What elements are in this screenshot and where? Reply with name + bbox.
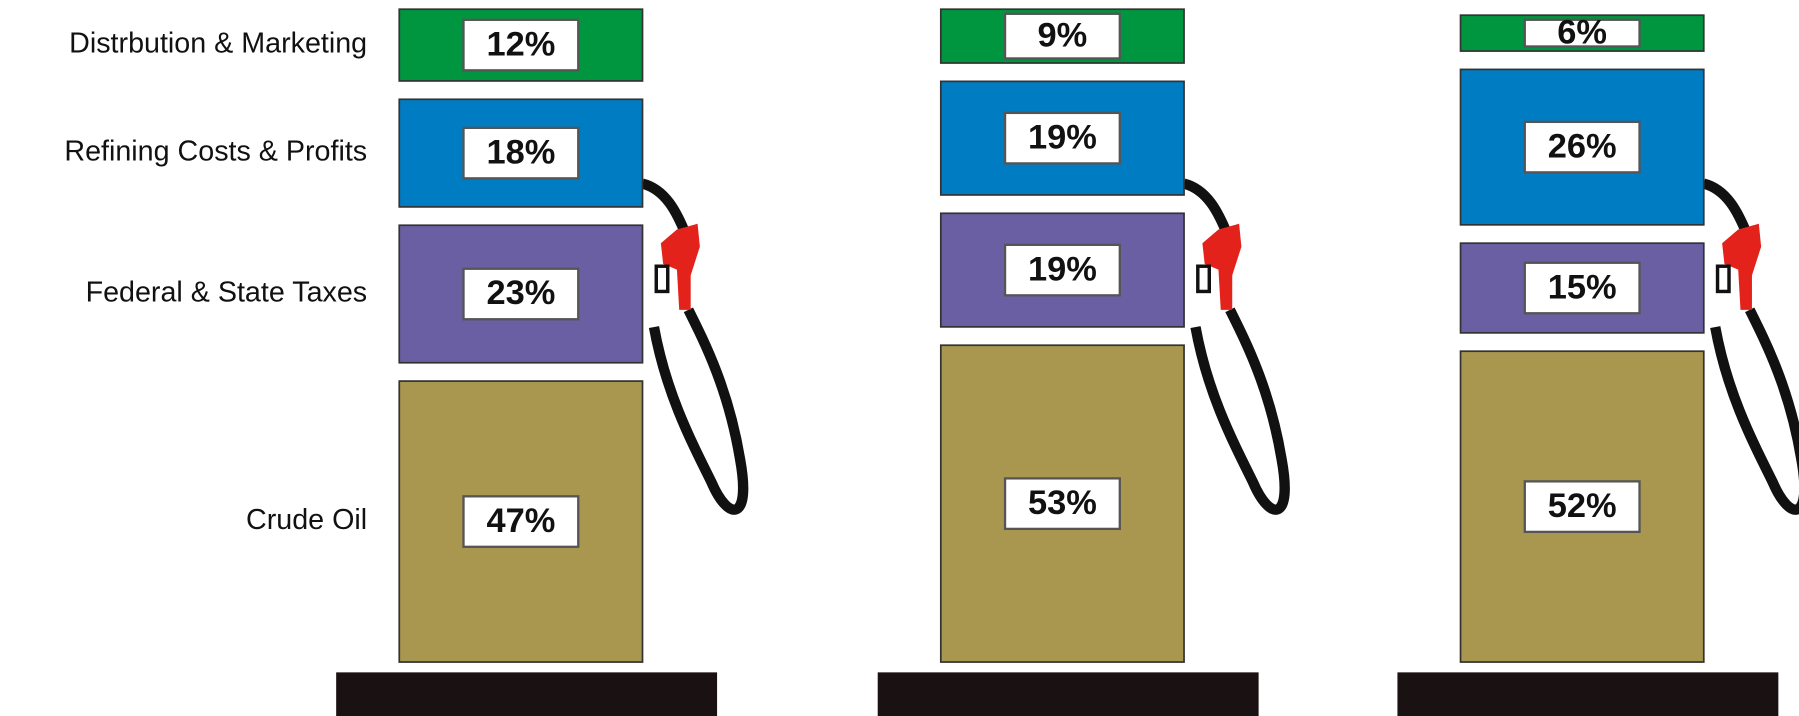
legend-label: Refining Costs & Profits (64, 136, 367, 168)
legend-label: Crude Oil (246, 504, 367, 536)
legend-label: Distrbution & Marketing (69, 28, 367, 60)
value-label: 19% (1028, 250, 1097, 288)
value-label: 12% (486, 25, 555, 63)
pump-base (336, 672, 717, 716)
value-label: 47% (486, 502, 555, 540)
value-label: 6% (1557, 13, 1607, 51)
value-label: 26% (1548, 127, 1617, 165)
value-label: 15% (1548, 268, 1617, 306)
legend-label: Federal & State Taxes (86, 277, 368, 309)
value-label: 9% (1038, 16, 1088, 54)
nozzle-handle (1718, 266, 1729, 291)
hose (1704, 184, 1748, 236)
hose (1184, 184, 1228, 236)
value-label: 18% (486, 133, 555, 171)
value-label: 53% (1028, 484, 1097, 522)
value-label: 52% (1548, 487, 1617, 525)
nozzle-handle (656, 266, 667, 291)
hose (1196, 310, 1285, 510)
hose (643, 184, 687, 236)
pump-base (1397, 672, 1778, 716)
hose (654, 310, 743, 510)
pump-base (878, 672, 1259, 716)
chart: 47% Crude Oil 23% Federal & State Taxes 18% R… (0, 0, 1799, 716)
nozzle-handle (1198, 266, 1209, 291)
value-label: 19% (1028, 118, 1097, 156)
hose (1715, 310, 1799, 510)
value-label: 23% (486, 274, 555, 312)
